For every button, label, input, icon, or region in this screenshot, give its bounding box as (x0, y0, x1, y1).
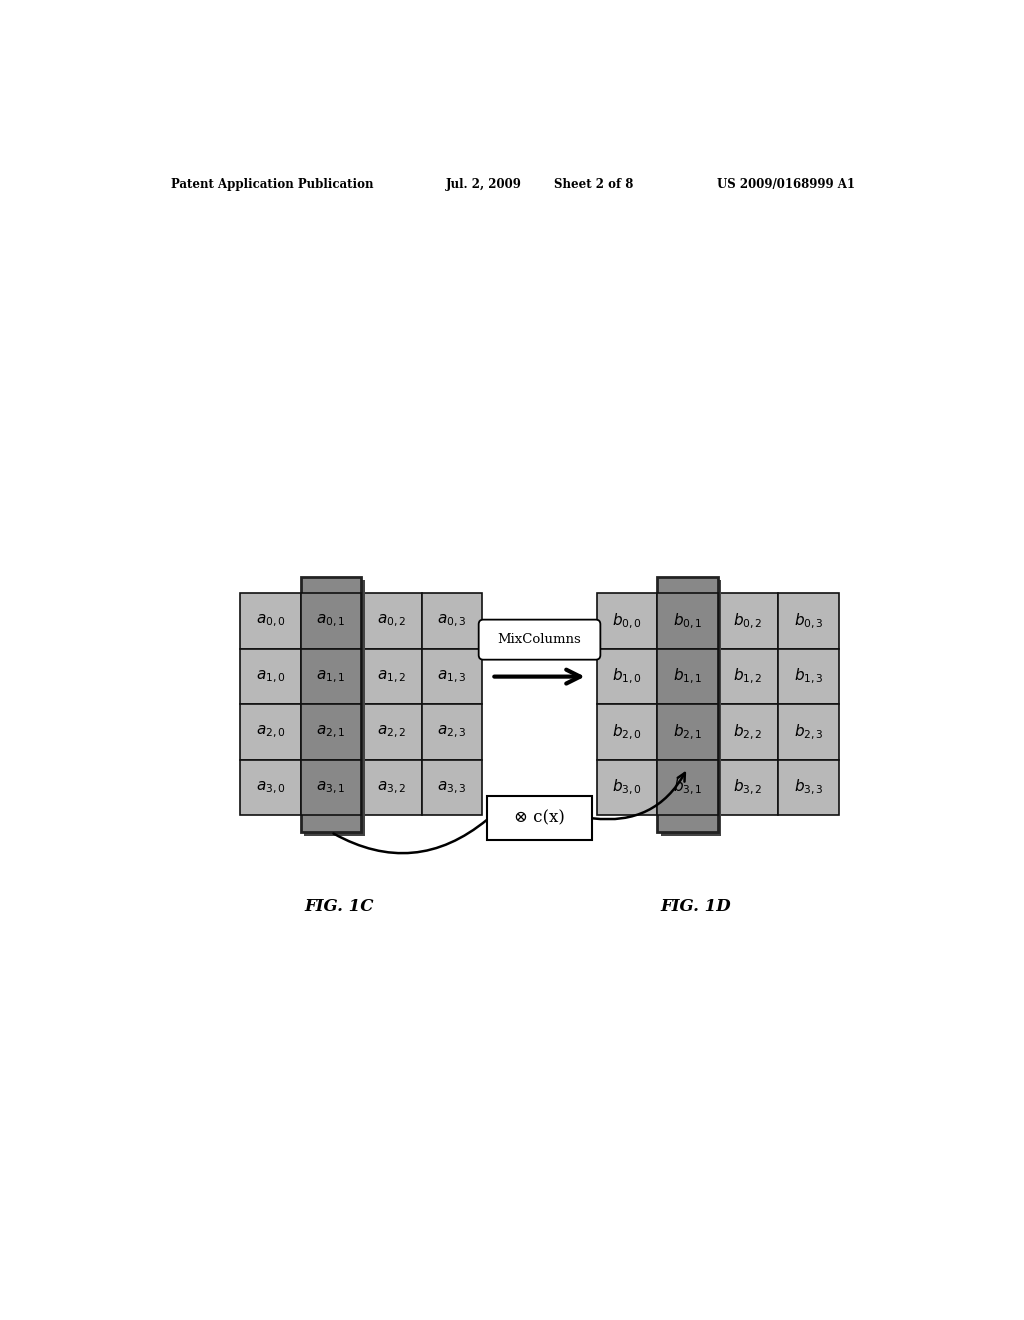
Text: $a_{0,0}$: $a_{0,0}$ (256, 612, 286, 630)
Bar (422, 594, 482, 649)
Text: $b_{3,1}$: $b_{3,1}$ (673, 777, 702, 797)
Text: Patent Application Publication: Patent Application Publication (171, 178, 373, 190)
Bar (657, 594, 718, 649)
Text: Sheet 2 of 8: Sheet 2 of 8 (554, 178, 634, 190)
Text: $a_{1,3}$: $a_{1,3}$ (437, 668, 467, 685)
Bar (718, 705, 778, 760)
Bar (597, 705, 657, 760)
Text: $a_{2,0}$: $a_{2,0}$ (256, 723, 286, 741)
Text: $b_{2,3}$: $b_{2,3}$ (794, 722, 823, 742)
Bar (778, 649, 839, 705)
Bar (241, 649, 301, 705)
Text: $b_{0,0}$: $b_{0,0}$ (612, 611, 642, 631)
Bar (361, 705, 422, 760)
Text: $b_{1,3}$: $b_{1,3}$ (794, 667, 823, 686)
Text: $a_{0,1}$: $a_{0,1}$ (316, 612, 346, 630)
Text: ⊗ c(x): ⊗ c(x) (514, 809, 565, 826)
Text: $a_{1,2}$: $a_{1,2}$ (377, 668, 407, 685)
Text: $a_{3,3}$: $a_{3,3}$ (437, 779, 467, 796)
Text: $b_{1,1}$: $b_{1,1}$ (673, 667, 702, 686)
Bar (422, 705, 482, 760)
Text: $a_{3,2}$: $a_{3,2}$ (377, 779, 407, 796)
Bar (301, 705, 361, 760)
Bar (422, 760, 482, 816)
Text: $a_{0,3}$: $a_{0,3}$ (437, 612, 467, 630)
Text: Jul. 2, 2009: Jul. 2, 2009 (445, 178, 521, 190)
Text: $b_{1,2}$: $b_{1,2}$ (733, 667, 763, 686)
Bar (778, 705, 839, 760)
Bar (241, 705, 301, 760)
Text: $a_{3,0}$: $a_{3,0}$ (256, 779, 286, 796)
Text: $a_{2,2}$: $a_{2,2}$ (377, 723, 407, 741)
Bar (597, 594, 657, 649)
Bar (718, 760, 778, 816)
Bar (597, 760, 657, 816)
Bar (597, 649, 657, 705)
Bar (657, 577, 718, 832)
Text: MixColumns: MixColumns (498, 634, 582, 647)
Bar (422, 649, 482, 705)
Text: $b_{2,1}$: $b_{2,1}$ (673, 722, 702, 742)
Bar (241, 760, 301, 816)
Bar (301, 577, 361, 832)
Text: $a_{3,1}$: $a_{3,1}$ (316, 779, 346, 796)
Bar (718, 594, 778, 649)
Text: $a_{1,0}$: $a_{1,0}$ (256, 668, 286, 685)
Bar (660, 579, 721, 836)
Text: FIG. 1D: FIG. 1D (660, 898, 731, 915)
Bar (657, 760, 718, 816)
Text: $b_{0,1}$: $b_{0,1}$ (673, 611, 702, 631)
Text: $b_{3,3}$: $b_{3,3}$ (794, 777, 823, 797)
Text: $a_{1,1}$: $a_{1,1}$ (316, 668, 346, 685)
Bar (361, 594, 422, 649)
Text: $b_{1,0}$: $b_{1,0}$ (612, 667, 642, 686)
Bar (241, 594, 301, 649)
Bar (718, 649, 778, 705)
Text: $b_{3,2}$: $b_{3,2}$ (733, 777, 763, 797)
Text: $a_{0,2}$: $a_{0,2}$ (377, 612, 407, 630)
Bar (301, 760, 361, 816)
Bar (778, 760, 839, 816)
Bar (657, 649, 718, 705)
Text: $a_{2,1}$: $a_{2,1}$ (316, 723, 346, 741)
Text: $b_{3,0}$: $b_{3,0}$ (612, 777, 642, 797)
Text: $a_{2,3}$: $a_{2,3}$ (437, 723, 467, 741)
Text: $b_{0,3}$: $b_{0,3}$ (794, 611, 823, 631)
Bar (301, 649, 361, 705)
Text: $b_{2,0}$: $b_{2,0}$ (612, 722, 642, 742)
FancyBboxPatch shape (486, 796, 592, 841)
Text: $b_{2,2}$: $b_{2,2}$ (733, 722, 763, 742)
FancyBboxPatch shape (478, 619, 600, 660)
Bar (301, 594, 361, 649)
Bar (657, 705, 718, 760)
Bar (304, 579, 365, 836)
Text: $b_{0,2}$: $b_{0,2}$ (733, 611, 763, 631)
Text: FIG. 1C: FIG. 1C (305, 898, 375, 915)
Bar (778, 594, 839, 649)
Bar (361, 760, 422, 816)
Bar (361, 649, 422, 705)
Text: US 2009/0168999 A1: US 2009/0168999 A1 (717, 178, 855, 190)
